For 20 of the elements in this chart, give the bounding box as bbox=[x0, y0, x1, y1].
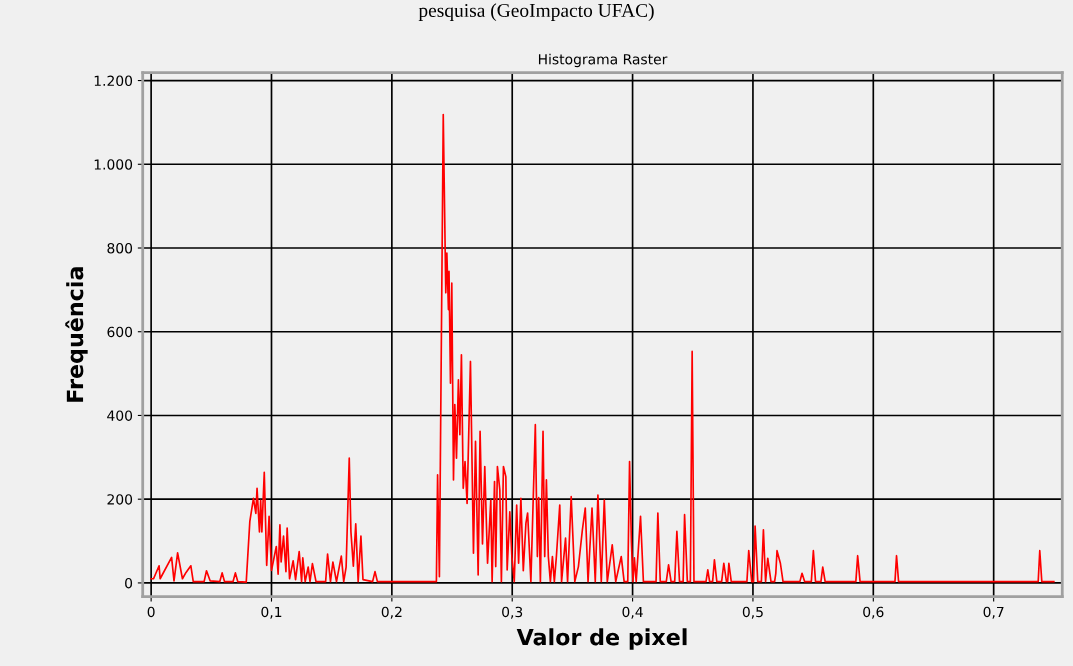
y-tick-label: 600 bbox=[107, 326, 133, 338]
y-tick-label: 0 bbox=[125, 577, 133, 589]
text: pesquisa (GeoImpacto UFAC) bbox=[418, 3, 654, 21]
x-tick-label: 0,7 bbox=[983, 606, 1004, 619]
y-tick-label: 1.200 bbox=[94, 75, 133, 87]
x-tick-label: 0,3 bbox=[502, 606, 523, 619]
x-tick-label: 0,4 bbox=[622, 606, 643, 619]
chart-title: Histograma Raster bbox=[538, 53, 668, 68]
x-tick-label: 0,6 bbox=[863, 606, 884, 619]
x-tick-label: 0,2 bbox=[381, 606, 402, 619]
y-tick-label: 800 bbox=[107, 242, 133, 254]
y-tick-label: 400 bbox=[107, 410, 133, 421]
y-tick-label: 200 bbox=[107, 494, 133, 505]
x-tick-label: 0,5 bbox=[742, 606, 763, 619]
x-tick-label: 0 bbox=[147, 606, 155, 618]
x-axis-title: Valor de pixel bbox=[516, 628, 687, 650]
x-tick-label: 0,1 bbox=[261, 606, 282, 619]
y-axis-title: Frequência bbox=[65, 267, 88, 402]
y-tick-label: 1.000 bbox=[94, 159, 133, 170]
line-series bbox=[150, 113, 1055, 583]
